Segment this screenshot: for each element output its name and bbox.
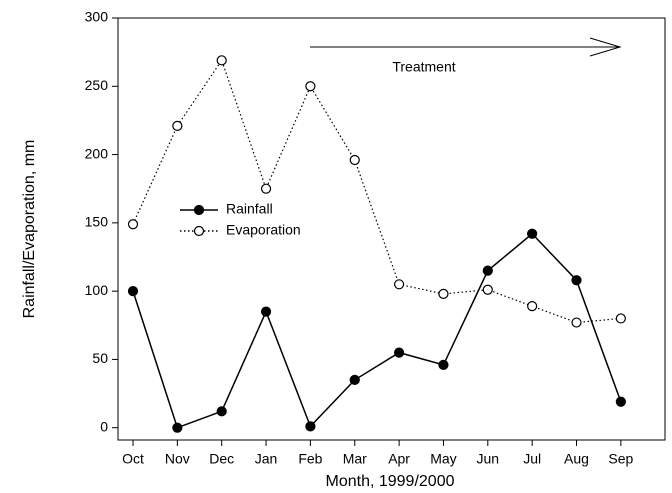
x-tick-label: Sep — [608, 451, 633, 467]
data-point — [482, 265, 493, 276]
series-line — [132, 59, 621, 324]
x-tick-label: Oct — [122, 451, 144, 467]
x-tick-label: May — [430, 451, 456, 467]
legend-marker — [193, 225, 205, 237]
data-point — [349, 154, 360, 166]
data-point — [438, 359, 449, 370]
legend-marker — [193, 204, 205, 216]
y-tick-label: 100 — [85, 282, 109, 298]
y-tick-label: 250 — [85, 77, 109, 93]
data-point — [349, 374, 360, 386]
x-tick-label: Jan — [255, 451, 278, 467]
x-tick-label: Jul — [523, 451, 541, 467]
y-axis-label: Rainfall/Evaporation, mm — [21, 140, 38, 319]
y-tick-label: 150 — [85, 214, 109, 230]
data-point — [394, 279, 405, 290]
data-point — [260, 306, 272, 317]
data-point — [615, 396, 626, 407]
y-tick-label: 0 — [100, 418, 108, 434]
data-point — [127, 219, 139, 230]
data-point — [571, 317, 582, 328]
plot-frame — [117, 17, 666, 441]
data-point — [571, 275, 582, 286]
x-tick-label: Apr — [388, 451, 410, 467]
data-point — [305, 421, 316, 432]
y-tick-label: 200 — [85, 145, 109, 161]
data-point — [172, 422, 183, 433]
data-point — [216, 55, 227, 66]
series-line — [132, 232, 622, 429]
x-tick-label: Feb — [298, 451, 322, 467]
data-point — [527, 301, 538, 312]
data-point — [305, 81, 316, 92]
treatment-arrowhead — [589, 37, 622, 57]
data-point — [527, 228, 538, 239]
x-axis-label: Month, 1999/2000 — [326, 473, 455, 490]
data-point — [394, 347, 405, 358]
x-tick-label: Aug — [564, 451, 589, 467]
y-tick-label: 300 — [85, 9, 109, 25]
annotation: Treatment — [392, 59, 455, 75]
legend-label: Evaporation — [226, 222, 301, 238]
data-point — [482, 284, 493, 295]
y-tick-label: 50 — [92, 350, 108, 366]
data-point — [260, 183, 272, 194]
legend-label: Rainfall — [226, 201, 273, 217]
x-tick-label: Mar — [343, 451, 367, 467]
data-point — [438, 288, 449, 299]
x-tick-label: Dec — [209, 451, 234, 467]
data-point — [127, 286, 139, 297]
data-point — [216, 406, 227, 417]
data-point — [172, 120, 183, 131]
data-point — [615, 313, 626, 324]
x-tick-label: Jun — [477, 451, 500, 467]
x-tick-label: Nov — [165, 451, 190, 467]
